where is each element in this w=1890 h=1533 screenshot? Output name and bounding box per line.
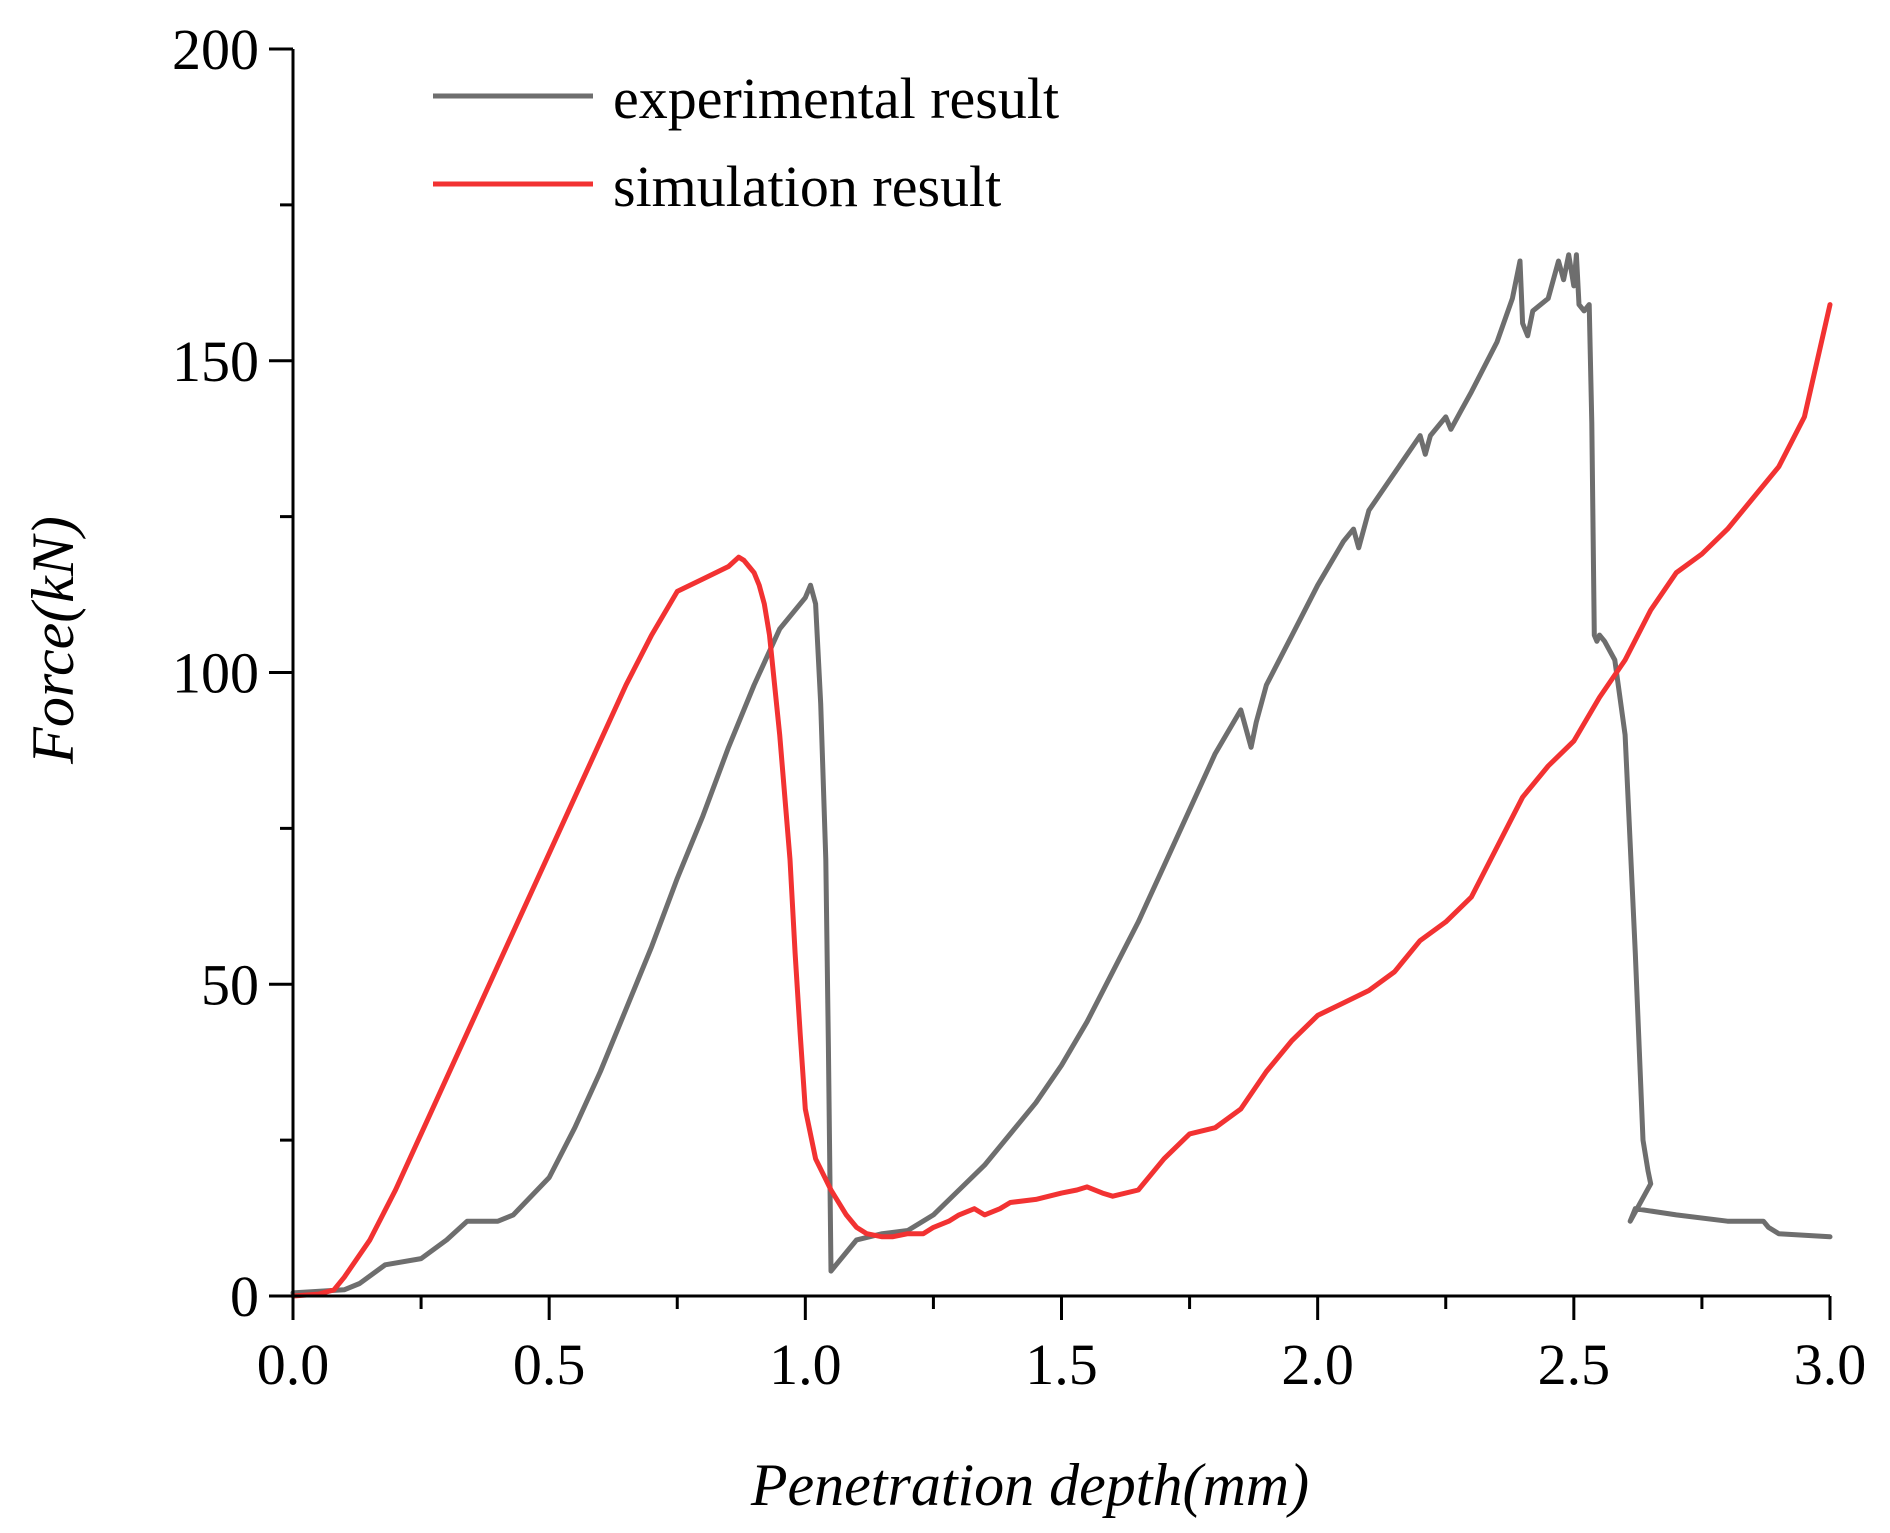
y-tick-label: 100 — [172, 641, 259, 706]
y-tick-label: 0 — [230, 1264, 259, 1329]
x-tick-label: 1.0 — [769, 1332, 842, 1397]
series-layer — [290, 252, 1833, 1299]
y-tick-label: 150 — [172, 329, 259, 394]
x-tick-label: 2.0 — [1281, 1332, 1354, 1397]
x-axis-title: Penetration depth(mm) — [750, 1452, 1309, 1518]
x-tick-label: 3.0 — [1794, 1332, 1867, 1397]
x-tick-label: 0.0 — [257, 1332, 330, 1397]
x-tick-label: 1.5 — [1025, 1332, 1098, 1397]
y-tick-label: 200 — [172, 17, 259, 82]
x-tick-label: 0.5 — [513, 1332, 586, 1397]
series-line-simulation — [290, 302, 1833, 1299]
legend-label-experimental: experimental result — [613, 66, 1059, 131]
tick-layer: 0.0 0.5 1.0 1.5 2.0 2.5 3.0 0 50 100 150 200 — [172, 17, 1866, 1397]
series-line-experimental — [290, 252, 1833, 1296]
y-axis-title: Force(kN) — [20, 516, 86, 765]
legend: experimental result simulation result — [433, 66, 1059, 219]
x-tick-label: 2.5 — [1538, 1332, 1611, 1397]
legend-label-simulation: simulation result — [613, 154, 1001, 219]
y-tick-label: 50 — [201, 952, 259, 1017]
